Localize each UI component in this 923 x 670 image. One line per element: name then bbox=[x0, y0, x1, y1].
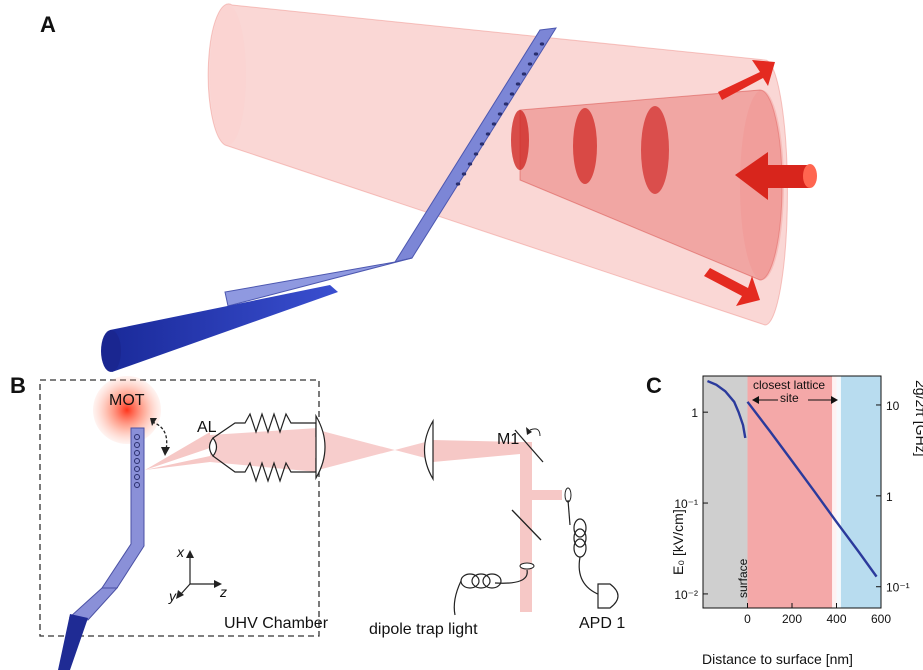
y-left-tick-label: 1 bbox=[691, 406, 698, 420]
coordinate-axes bbox=[176, 550, 222, 599]
y-right-tick-label: 10 bbox=[886, 399, 900, 413]
apd-label: APD 1 bbox=[579, 615, 625, 632]
curve-2 bbox=[746, 401, 878, 578]
apd-fiber-coil bbox=[567, 499, 601, 596]
waveguide-b-bend bbox=[68, 587, 119, 621]
spring-top bbox=[212, 412, 317, 439]
fiber-b bbox=[58, 614, 88, 670]
al-label: AL bbox=[197, 419, 217, 436]
region-lattice bbox=[747, 376, 837, 608]
mot-cloud bbox=[93, 376, 161, 444]
y-left-title: E₀ [kV/cm] bbox=[670, 509, 686, 575]
spring-bottom bbox=[212, 455, 317, 483]
rotation-arrow bbox=[151, 421, 168, 451]
apd-detector bbox=[597, 583, 619, 609]
axis-y-label: y bbox=[168, 588, 177, 604]
rotation-arrow-head-2 bbox=[161, 447, 170, 456]
fiber-end bbox=[101, 330, 121, 372]
mot-label: MOT bbox=[109, 392, 145, 409]
lattice-annotation-line2: site bbox=[780, 391, 799, 405]
x-tick-label: 400 bbox=[826, 612, 846, 626]
waveguide-b-holes bbox=[134, 434, 140, 488]
relay-lens bbox=[424, 418, 434, 482]
chamber-label: UHV Chamber bbox=[224, 615, 329, 632]
x-tick-label: 200 bbox=[782, 612, 802, 626]
y-right-title: 2g/2π [GHz] bbox=[913, 380, 923, 457]
panel-b-letter: B bbox=[10, 373, 26, 398]
aspheric-lens bbox=[208, 437, 218, 457]
x-axis-title: Distance to surface [nm] bbox=[702, 651, 853, 667]
region-far bbox=[836, 376, 881, 608]
m1-adjust-arrow-head bbox=[526, 427, 532, 435]
dipole-fiber-coil bbox=[453, 569, 528, 616]
panel-a-illustration bbox=[101, 3, 817, 372]
lattice-disc-2 bbox=[573, 108, 597, 184]
fiber-taper bbox=[110, 285, 338, 372]
beam-cone-outer bbox=[207, 3, 788, 326]
apd-coupling-lens bbox=[564, 487, 572, 503]
lattice-disc-1 bbox=[511, 110, 529, 170]
dipole-coupling-lens bbox=[519, 562, 535, 570]
chamber-window bbox=[315, 413, 326, 481]
axis-z-label: z bbox=[219, 584, 227, 600]
optical-beam-paths bbox=[145, 428, 562, 612]
panel-a-letter: A bbox=[40, 12, 56, 37]
lattice-arrow-right bbox=[831, 396, 838, 404]
region-boundary-fade bbox=[832, 376, 841, 608]
panel-c-letter: C bbox=[646, 373, 662, 398]
beam-cone-end bbox=[210, 5, 246, 145]
dichroic-mirror bbox=[511, 509, 542, 541]
y-right-tick-label: 1 bbox=[886, 490, 893, 504]
x-tick-label: 0 bbox=[744, 612, 751, 626]
lattice-arrow-left bbox=[752, 396, 759, 404]
rotation-arrow-head-1 bbox=[150, 418, 157, 426]
y-left-tick-label: 10⁻² bbox=[674, 588, 698, 602]
dipole-label: dipole trap light bbox=[369, 621, 478, 638]
photonic-crystal-holes bbox=[455, 42, 545, 186]
y-left-tick-label: 10⁻¹ bbox=[674, 497, 698, 511]
arrow-incoming bbox=[735, 152, 817, 200]
m1-adjust-arrow bbox=[529, 428, 541, 437]
arrow-down-right bbox=[704, 268, 760, 306]
y-right-tick-label: 10⁻¹ bbox=[886, 581, 910, 595]
arrow-up-right bbox=[718, 60, 775, 100]
x-tick-label: 600 bbox=[871, 612, 891, 626]
m1-label: M1 bbox=[497, 431, 519, 448]
uhv-chamber-box bbox=[39, 379, 320, 637]
waveguide-b bbox=[101, 427, 145, 589]
lattice-disc-3 bbox=[641, 106, 669, 194]
panel-c-chart: 0 200 400 600 1 10⁻¹ 10⁻² 10 1 10⁻¹ closest latti… bbox=[670, 375, 923, 667]
axis-x-label: x bbox=[176, 544, 185, 560]
lattice-annotation-line1: closest lattice bbox=[753, 378, 825, 392]
mirror-m1 bbox=[514, 429, 544, 463]
surface-annotation: surface bbox=[736, 558, 750, 598]
curve-1 bbox=[706, 379, 747, 439]
